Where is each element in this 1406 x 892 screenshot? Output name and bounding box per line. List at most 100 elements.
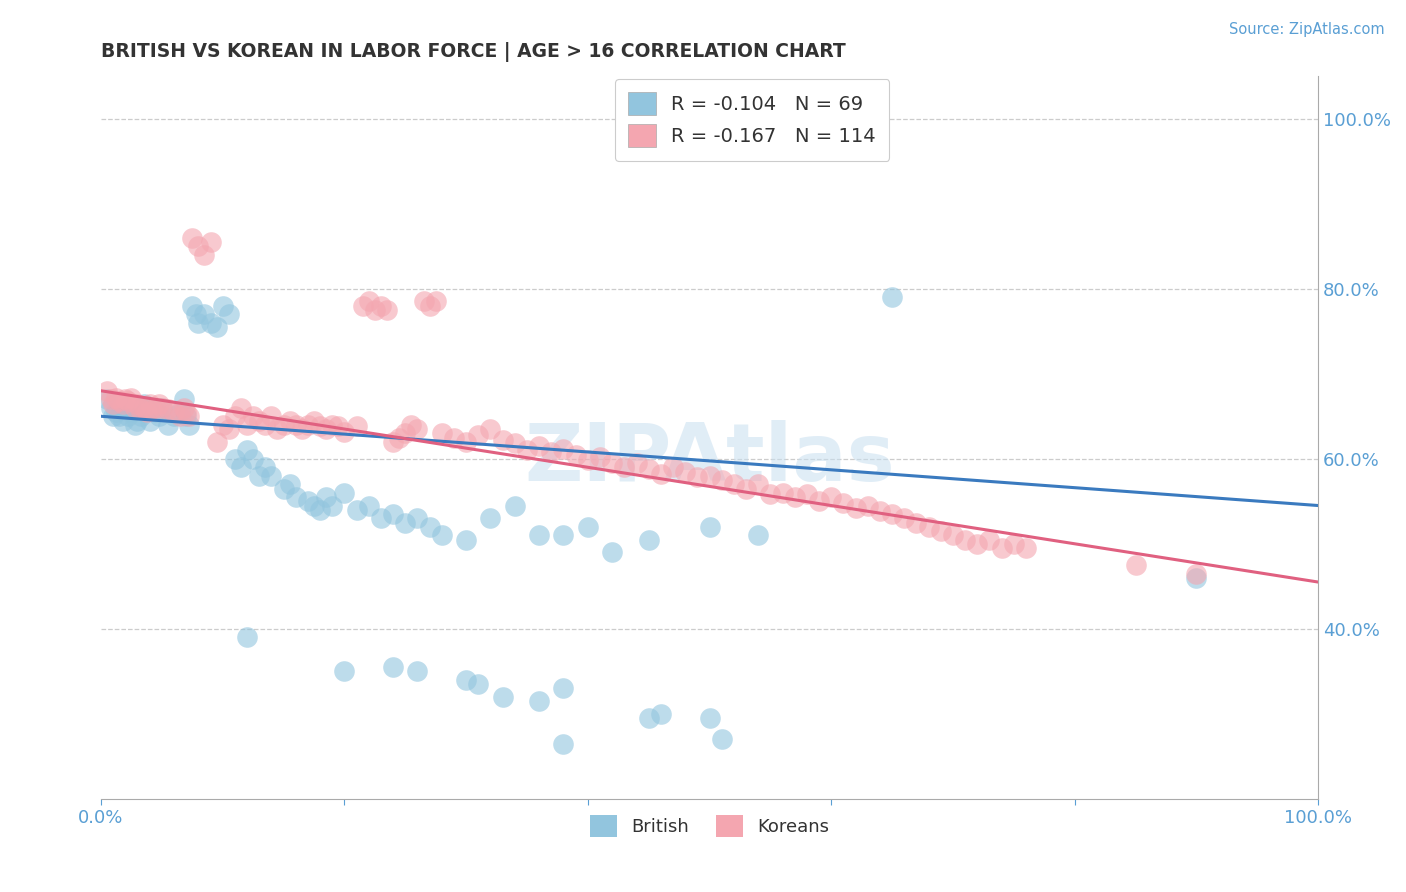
Point [882,290,904,304]
Point [491,433,513,447]
Point [187,239,209,253]
Point [772,485,794,500]
Point [218,307,240,321]
Point [120,405,142,419]
Point [200,235,222,249]
Point [291,422,314,436]
Point [352,299,374,313]
Point [138,413,160,427]
Point [364,303,387,318]
Point [966,537,988,551]
Point [242,409,264,424]
Text: BRITISH VS KOREAN IN LABOR FORCE | AGE > 16 CORRELATION CHART: BRITISH VS KOREAN IN LABOR FORCE | AGE >… [101,42,845,62]
Point [145,405,167,419]
Point [136,401,159,415]
Point [141,402,163,417]
Point [869,504,891,518]
Point [503,499,526,513]
Point [456,673,478,687]
Point [284,490,307,504]
Point [479,422,502,436]
Point [419,520,441,534]
Point [637,711,659,725]
Point [169,405,191,419]
Point [467,428,489,442]
Point [184,307,207,321]
Point [211,299,233,313]
Point [111,396,134,410]
Point [124,417,146,432]
Point [699,711,721,725]
Point [1125,558,1147,572]
Point [637,462,659,476]
Legend: British, Koreans: British, Koreans [582,807,837,844]
Point [254,460,277,475]
Point [917,520,939,534]
Point [129,409,152,424]
Point [127,413,149,427]
Point [333,665,356,679]
Point [247,413,270,427]
Point [297,417,319,432]
Point [104,405,127,419]
Point [181,299,204,313]
Point [224,451,246,466]
Point [527,439,550,453]
Point [735,482,758,496]
Point [200,316,222,330]
Point [953,533,976,547]
Point [905,516,928,530]
Point [832,496,855,510]
Point [1002,537,1025,551]
Point [388,430,411,444]
Point [564,448,586,462]
Point [309,419,332,434]
Point [1015,541,1038,555]
Point [163,405,186,419]
Point [425,294,447,309]
Point [96,392,118,407]
Point [132,396,155,410]
Point [357,294,380,309]
Point [553,442,575,456]
Point [101,396,124,410]
Point [187,316,209,330]
Point [783,490,806,504]
Point [626,456,648,470]
Point [114,392,136,407]
Point [419,299,441,313]
Point [796,487,818,501]
Point [333,485,356,500]
Point [127,396,149,410]
Point [173,401,195,415]
Point [346,419,368,434]
Point [479,511,502,525]
Point [1185,566,1208,581]
Point [382,507,405,521]
Point [808,494,831,508]
Point [100,401,122,415]
Point [600,545,623,559]
Point [456,533,478,547]
Point [101,409,124,424]
Point [406,422,429,436]
Point [177,409,200,424]
Point [211,417,233,432]
Point [370,511,392,525]
Point [589,450,612,464]
Point [942,528,965,542]
Point [114,401,136,415]
Point [527,694,550,708]
Point [218,422,240,436]
Point [169,409,191,424]
Point [412,294,434,309]
Point [467,677,489,691]
Point [284,417,307,432]
Point [108,394,131,409]
Point [148,396,170,410]
Text: Source: ZipAtlas.com: Source: ZipAtlas.com [1229,22,1385,37]
Point [302,499,325,513]
Point [273,417,295,432]
Point [163,409,186,424]
Point [710,732,733,747]
